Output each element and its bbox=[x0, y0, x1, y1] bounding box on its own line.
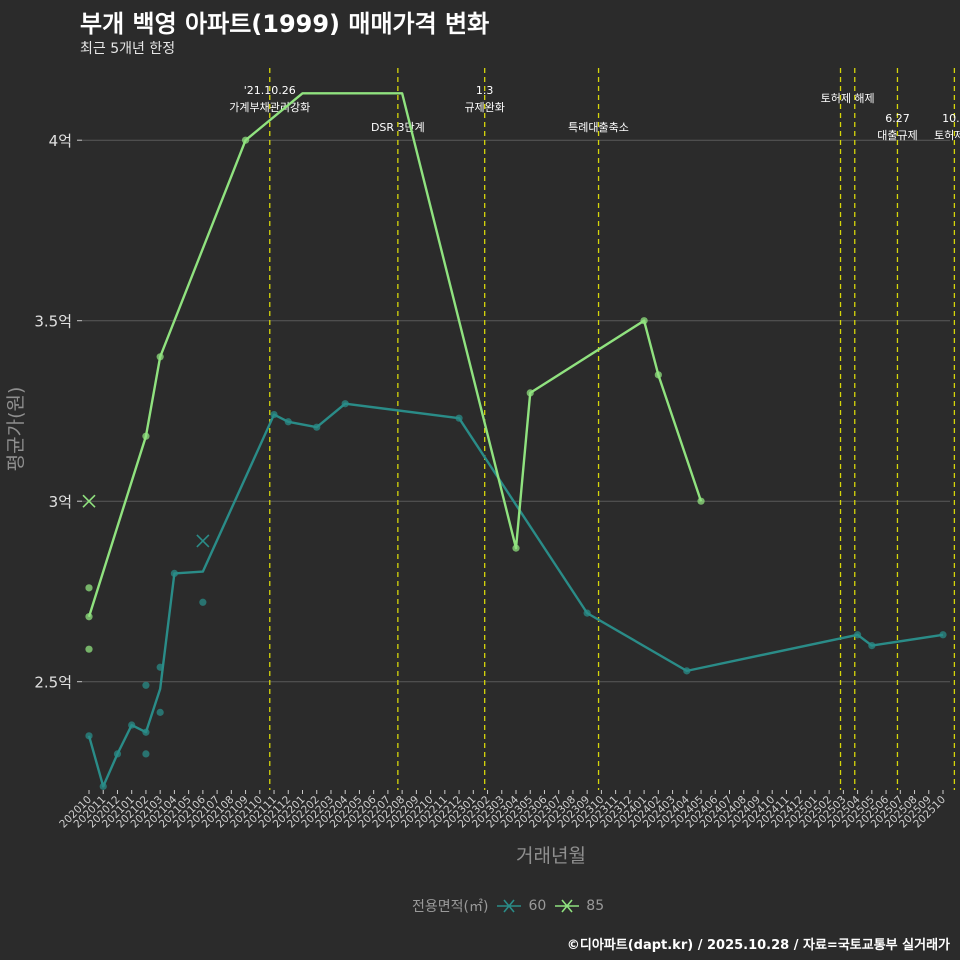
event-annotation: 토허제 해제 bbox=[821, 91, 875, 105]
event-annotation-line: 특례대출축소 bbox=[568, 121, 629, 134]
event-annotation-line: DSR 3단계 bbox=[371, 121, 425, 134]
event-annotation: 1.3 규제완화 bbox=[464, 84, 504, 114]
series-85-point bbox=[85, 613, 93, 621]
series-60-point bbox=[868, 642, 876, 650]
series-60-point bbox=[170, 569, 178, 578]
legend-item-85[interactable]: 85 bbox=[554, 898, 604, 914]
series-60-point bbox=[939, 631, 947, 639]
y-tick-label: 2.5억 bbox=[34, 674, 72, 692]
event-annotation-line: 규제완화 bbox=[464, 101, 504, 114]
event-annotation-line: '21.10.26 bbox=[244, 84, 296, 97]
series-60-point bbox=[583, 609, 591, 617]
series-60-point bbox=[270, 410, 278, 419]
series-60-point bbox=[284, 418, 292, 426]
series-85-cross-marker bbox=[82, 494, 96, 508]
series-60-point bbox=[113, 750, 122, 758]
series-60-line bbox=[87, 402, 944, 788]
event-annotation-line: 1.3 bbox=[476, 84, 494, 97]
series-85-point bbox=[85, 584, 93, 592]
series-60-point bbox=[99, 782, 107, 790]
series-60-point bbox=[142, 750, 150, 758]
source-caption: ©디아파트(dapt.kr) / 2025.10.28 / 자료=국토교통부 실… bbox=[566, 938, 950, 953]
event-annotation-line: 6.27 bbox=[885, 112, 910, 125]
legend: 전용면적(㎡) 60 85 bbox=[412, 896, 604, 916]
event-annotation-line: 토허제 해제 bbox=[821, 91, 875, 105]
series-60-point bbox=[128, 721, 136, 729]
series-60-point bbox=[156, 708, 164, 716]
series-85-point bbox=[640, 317, 648, 325]
cross-stroke bbox=[82, 494, 96, 508]
series-85-point bbox=[512, 544, 520, 552]
legend-title: 전용면적(㎡) bbox=[412, 899, 489, 915]
series-60-point bbox=[341, 400, 349, 408]
series-60-point bbox=[85, 732, 93, 740]
series-60-point bbox=[683, 667, 691, 675]
chart-title: 부개 백영 아파트(1999) 매매가격 변화 bbox=[80, 10, 490, 38]
x-axis-label: 거래년월 bbox=[516, 845, 586, 867]
event-annotation: 6.27 대출규제 bbox=[877, 112, 917, 142]
y-tick-label: 4억 bbox=[49, 132, 72, 150]
event-annotation: 특례대출축소 bbox=[568, 121, 629, 134]
series-85-point bbox=[654, 371, 662, 379]
series-60-point bbox=[455, 414, 463, 422]
series-85-line bbox=[87, 92, 703, 618]
event-annotation: DSR 3단계 bbox=[371, 121, 425, 134]
legend-label-85: 85 bbox=[586, 898, 605, 914]
series-60-point bbox=[854, 631, 862, 639]
legend-label-60: 60 bbox=[528, 898, 547, 914]
event-annotation-line: 토허제확 bbox=[934, 129, 960, 142]
series-85-point bbox=[142, 432, 150, 440]
series-60-point bbox=[156, 663, 164, 671]
event-annotation: 10.1 토허제확 bbox=[934, 112, 960, 142]
series-85-point bbox=[241, 136, 250, 144]
event-annotation-line: 10.1 bbox=[942, 112, 960, 125]
y-tick-label: 3억 bbox=[49, 493, 72, 511]
series-85-point bbox=[697, 497, 705, 505]
series-85-point bbox=[85, 645, 93, 653]
chart-subtitle: 최근 5개년 한정 bbox=[80, 41, 176, 57]
y-axis-label: 평균가(원) bbox=[5, 387, 27, 472]
series-60-point bbox=[142, 681, 150, 689]
series-60-point bbox=[313, 423, 321, 431]
legend-item-60[interactable]: 60 bbox=[496, 898, 546, 914]
cross-stroke bbox=[196, 534, 210, 548]
legend-85-key-icon bbox=[555, 899, 580, 913]
series-85-point bbox=[526, 389, 534, 397]
y-tick-label: 3.5억 bbox=[34, 313, 72, 331]
series-60-point bbox=[199, 598, 207, 606]
series-85-point bbox=[156, 353, 164, 361]
legend-60-key-icon bbox=[497, 899, 522, 913]
event-annotation-line: 대출규제 bbox=[877, 129, 917, 142]
series-60-point bbox=[142, 728, 150, 736]
event-annotation-line: 가계부채관리강화 bbox=[229, 101, 310, 114]
series-60-cross-marker bbox=[196, 534, 210, 548]
